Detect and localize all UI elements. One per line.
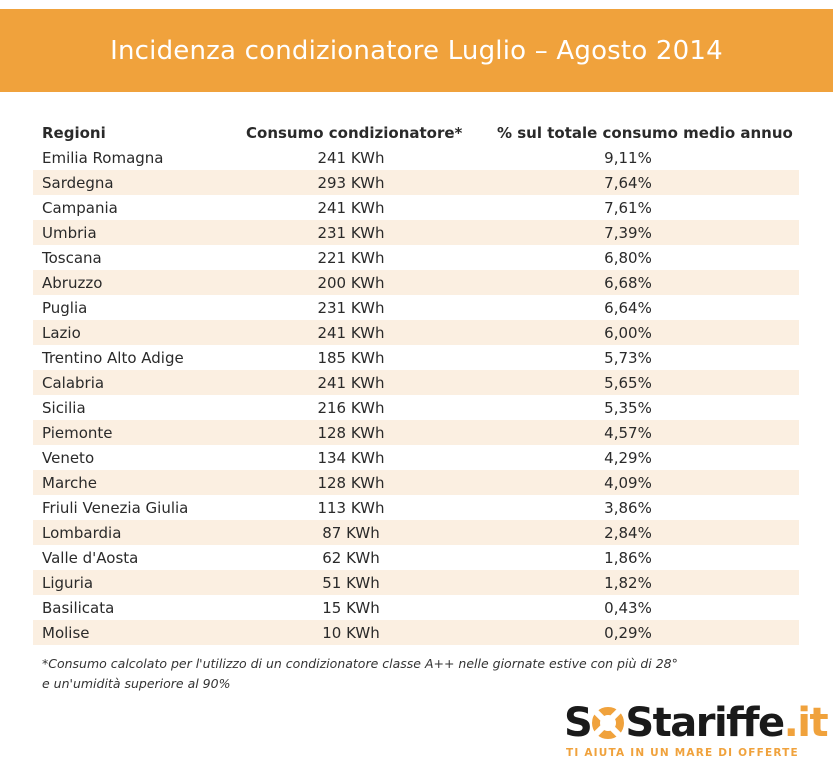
table-cell-consumo: 128 KWh <box>317 473 385 492</box>
footnote: *Consumo calcolato per l'utilizzo di un … <box>42 654 762 694</box>
column-header-percentuale: % sul totale consumo medio annuo <box>497 123 793 142</box>
table-cell-percentuale: 0,29% <box>604 623 652 642</box>
table-cell-consumo: 293 KWh <box>317 173 385 192</box>
table-row: Piemonte 128 KWh 4,57% <box>33 420 799 445</box>
table-row: Molise 10 KWh 0,29% <box>33 620 799 645</box>
table-cell-consumo: 51 KWh <box>322 573 380 592</box>
table-cell-regione: Marche <box>42 473 97 492</box>
table-cell-regione: Molise <box>42 623 90 642</box>
table-cell-percentuale: 4,29% <box>604 448 652 467</box>
table-row: Umbria 231 KWh 7,39% <box>33 220 799 245</box>
table-cell-percentuale: 7,64% <box>604 173 652 192</box>
table-cell-percentuale: 1,86% <box>604 548 652 567</box>
table-cell-regione: Veneto <box>42 448 95 467</box>
brand-logo: S Stariffe .it TI AIUTA IN UN MARE DI OF… <box>560 700 829 770</box>
table-cell-consumo: 241 KWh <box>317 148 385 167</box>
table-cell-percentuale: 3,86% <box>604 498 652 517</box>
page-title: Incidenza condizionatore Luglio – Agosto… <box>110 35 723 66</box>
table-cell-regione: Calabria <box>42 373 105 392</box>
table-cell-percentuale: 6,00% <box>604 323 652 342</box>
table-cell-consumo: 10 KWh <box>322 623 380 642</box>
table-cell-regione: Puglia <box>42 298 88 317</box>
table-cell-consumo: 221 KWh <box>317 248 385 267</box>
table-cell-percentuale: 5,35% <box>604 398 652 417</box>
table-cell-percentuale: 5,65% <box>604 373 652 392</box>
table-row: Puglia 231 KWh 6,64% <box>33 295 799 320</box>
table-body: Emilia Romagna 241 KWh 9,11% Sardegna 293 KW… <box>33 145 799 645</box>
table-cell-consumo: 241 KWh <box>317 323 385 342</box>
table-cell-regione: Toscana <box>42 248 102 267</box>
table-cell-consumo: 241 KWh <box>317 373 385 392</box>
table-row: Valle d'Aosta 62 KWh 1,86% <box>33 545 799 570</box>
table-row: Veneto 134 KWh 4,29% <box>33 445 799 470</box>
table-cell-consumo: 185 KWh <box>317 348 385 367</box>
logo-suffix: Stariffe <box>625 700 785 746</box>
table-cell-consumo: 62 KWh <box>322 548 380 567</box>
table-cell-percentuale: 1,82% <box>604 573 652 592</box>
table-row: Basilicata 15 KWh 0,43% <box>33 595 799 620</box>
table-cell-regione: Sardegna <box>42 173 114 192</box>
table-cell-regione: Abruzzo <box>42 273 103 292</box>
table-cell-regione: Campania <box>42 198 118 217</box>
table-cell-percentuale: 4,09% <box>604 473 652 492</box>
table-cell-consumo: 134 KWh <box>317 448 385 467</box>
footnote-line-1: *Consumo calcolato per l'utilizzo di un … <box>42 656 678 671</box>
table-cell-consumo: 200 KWh <box>317 273 385 292</box>
table-row: Abruzzo 200 KWh 6,68% <box>33 270 799 295</box>
table-cell-percentuale: 6,80% <box>604 248 652 267</box>
column-header-consumo: Consumo condizionatore* <box>246 123 463 142</box>
logo-tagline: TI AIUTA IN UN MARE DI OFFERTE <box>566 747 799 759</box>
table-cell-consumo: 128 KWh <box>317 423 385 442</box>
table-cell-regione: Friuli Venezia Giulia <box>42 498 189 517</box>
table-row: Marche 128 KWh 4,09% <box>33 470 799 495</box>
table-cell-consumo: 216 KWh <box>317 398 385 417</box>
table-cell-percentuale: 6,68% <box>604 273 652 292</box>
table-row: Lazio 241 KWh 6,00% <box>33 320 799 345</box>
table-cell-percentuale: 9,11% <box>604 148 652 167</box>
table-cell-percentuale: 5,73% <box>604 348 652 367</box>
table-cell-regione: Sicilia <box>42 398 86 417</box>
table-row: Liguria 51 KWh 1,82% <box>33 570 799 595</box>
table-row: Toscana 221 KWh 6,80% <box>33 245 799 270</box>
table-cell-percentuale: 6,64% <box>604 298 652 317</box>
logo-prefix: S <box>564 700 593 746</box>
table-cell-regione: Liguria <box>42 573 94 592</box>
title-banner: Incidenza condizionatore Luglio – Agosto… <box>0 9 833 92</box>
logo-wordmark: S Stariffe .it <box>564 700 829 746</box>
table-cell-consumo: 231 KWh <box>317 298 385 317</box>
table-row: Calabria 241 KWh 5,65% <box>33 370 799 395</box>
table-cell-percentuale: 7,39% <box>604 223 652 242</box>
logo-tld: .it <box>783 700 829 746</box>
table-cell-percentuale: 2,84% <box>604 523 652 542</box>
table-cell-regione: Emilia Romagna <box>42 148 164 167</box>
table-row: Emilia Romagna 241 KWh 9,11% <box>33 145 799 170</box>
footnote-line-2: e un'umidità superiore al 90% <box>42 676 231 691</box>
lifebuoy-icon <box>592 707 625 739</box>
table-cell-consumo: 241 KWh <box>317 198 385 217</box>
table-cell-regione: Valle d'Aosta <box>42 548 139 567</box>
table-cell-percentuale: 7,61% <box>604 198 652 217</box>
table-cell-regione: Umbria <box>42 223 97 242</box>
table-cell-regione: Basilicata <box>42 598 115 617</box>
table-row: Friuli Venezia Giulia 113 KWh 3,86% <box>33 495 799 520</box>
table-row: Trentino Alto Adige 185 KWh 5,73% <box>33 345 799 370</box>
table-cell-regione: Trentino Alto Adige <box>42 348 184 367</box>
table-cell-consumo: 15 KWh <box>322 598 380 617</box>
table-cell-percentuale: 4,57% <box>604 423 652 442</box>
data-table: Regioni Consumo condizionatore* % sul to… <box>33 120 799 645</box>
table-row: Lombardia 87 KWh 2,84% <box>33 520 799 545</box>
table-row: Sardegna 293 KWh 7,64% <box>33 170 799 195</box>
table-cell-consumo: 231 KWh <box>317 223 385 242</box>
column-header-regioni: Regioni <box>42 123 106 142</box>
table-header-row: Regioni Consumo condizionatore* % sul to… <box>33 120 799 145</box>
table-row: Sicilia 216 KWh 5,35% <box>33 395 799 420</box>
table-cell-consumo: 87 KWh <box>322 523 380 542</box>
table-cell-regione: Lombardia <box>42 523 122 542</box>
table-cell-regione: Lazio <box>42 323 81 342</box>
table-row: Campania 241 KWh 7,61% <box>33 195 799 220</box>
table-cell-consumo: 113 KWh <box>317 498 385 517</box>
table-cell-regione: Piemonte <box>42 423 113 442</box>
table-cell-percentuale: 0,43% <box>604 598 652 617</box>
